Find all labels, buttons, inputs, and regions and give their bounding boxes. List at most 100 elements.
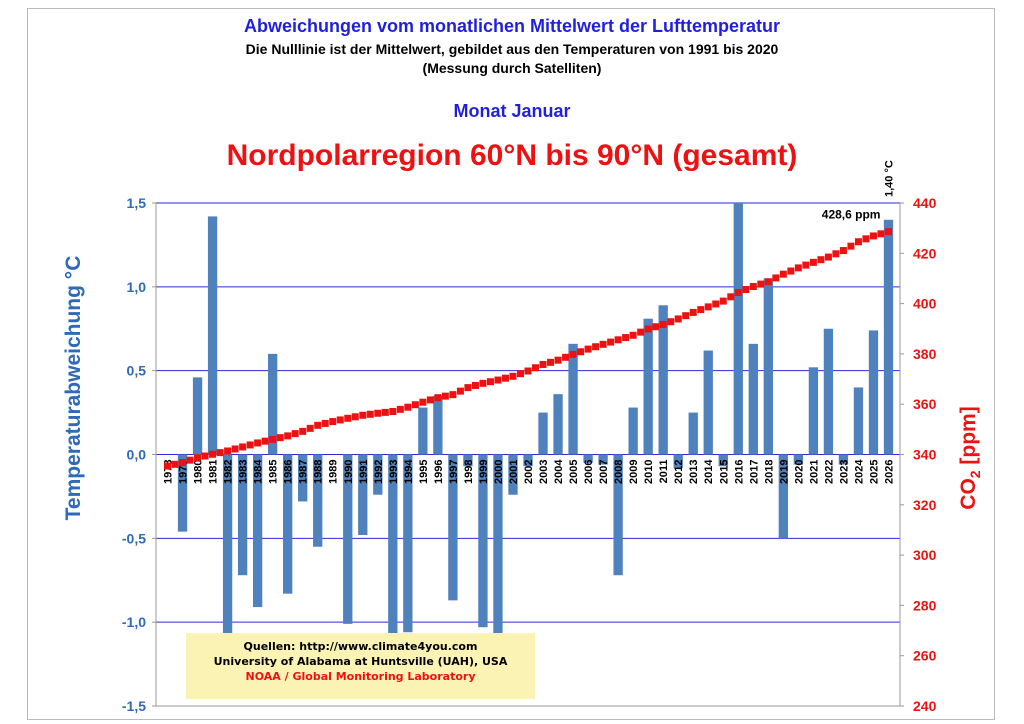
co2-point <box>486 378 494 386</box>
co2-point <box>411 401 419 409</box>
co2-point <box>772 274 780 282</box>
co2-point <box>599 340 607 348</box>
x-tick-label: 1982 <box>223 460 235 484</box>
x-tick-label: 2000 <box>493 460 505 484</box>
co2-point <box>614 336 622 344</box>
y-tick-label-left: -1,5 <box>122 698 146 714</box>
x-tick-label: 1995 <box>418 460 430 484</box>
co2-point <box>539 360 547 368</box>
temperature-bar <box>418 407 428 455</box>
chart-subtitle: Die Nulllinie ist der Mittelwert, gebild… <box>245 41 779 57</box>
temperature-bar <box>568 343 578 455</box>
co2-point <box>637 328 645 336</box>
x-tick-label: 2015 <box>718 460 730 484</box>
co2-point <box>449 391 457 399</box>
x-tick-label: 1984 <box>253 459 265 484</box>
co2-point <box>577 348 585 356</box>
co2-point <box>764 278 772 286</box>
co2-point <box>194 454 202 462</box>
temperature-bar <box>838 454 849 465</box>
co2-point <box>396 405 404 413</box>
y-tick-label-left: 0,0 <box>127 447 147 463</box>
temperature-bar <box>718 454 728 467</box>
co2-point <box>171 460 179 468</box>
temperature-bar <box>493 454 503 634</box>
temperature-bar <box>688 412 698 455</box>
temperature-bar <box>358 454 368 535</box>
x-tick-label: 1994 <box>403 459 415 484</box>
y-tick-label-right: 400 <box>913 296 937 312</box>
co2-point <box>239 443 247 451</box>
x-tick-label: 2008 <box>613 460 625 484</box>
temperature-bar <box>177 454 188 532</box>
x-tick-label: 2019 <box>778 460 790 484</box>
temperature-bar <box>778 454 789 539</box>
temperature-bar <box>853 387 864 455</box>
chart-month: Monat Januar <box>453 101 571 121</box>
y-tick-label-right: 260 <box>913 648 937 664</box>
co2-point <box>532 364 540 372</box>
co2-point <box>592 343 600 351</box>
co2-point <box>209 450 217 458</box>
co2-point <box>787 267 795 275</box>
y-tick-label-right: 340 <box>913 447 937 463</box>
temperature-bar <box>583 454 593 463</box>
co2-point <box>201 452 209 460</box>
co2-point <box>186 456 194 464</box>
co2-point <box>164 462 172 470</box>
chart-subtitle-measurement: (Messung durch Satelliten) <box>422 60 602 76</box>
temperature-bar <box>298 454 308 502</box>
temperature-bar <box>252 454 263 608</box>
y-tick-label-right: 380 <box>913 346 937 362</box>
x-tick-label: 2006 <box>583 460 595 484</box>
co2-point <box>494 376 502 384</box>
co2-point <box>644 325 652 333</box>
x-tick-label: 2017 <box>748 460 760 484</box>
x-tick-label: 2020 <box>793 460 805 484</box>
co2-point <box>794 264 802 272</box>
x-tick-label: 2011 <box>658 460 670 484</box>
temperature-bar <box>538 412 548 455</box>
temperature-bar <box>763 278 773 455</box>
x-tick-label: 1997 <box>448 460 460 484</box>
x-tick-label: 2010 <box>643 460 655 484</box>
co2-point <box>404 403 412 411</box>
co2-point <box>809 258 817 266</box>
co2-point <box>351 413 359 421</box>
x-tick-label: 2007 <box>598 460 610 484</box>
y-tick-label-right: 360 <box>913 396 937 412</box>
co2-point <box>547 358 555 366</box>
y-tick-label-right: 420 <box>913 245 937 261</box>
temperature-bar <box>628 407 638 455</box>
x-tick-label: 1988 <box>313 460 325 484</box>
co2-point <box>659 320 667 328</box>
co2-point <box>824 253 832 261</box>
co2-point <box>832 250 840 258</box>
x-tick-label: 1998 <box>463 460 475 484</box>
x-tick-label: 2013 <box>688 460 700 484</box>
co2-point <box>381 408 389 416</box>
temperature-bar <box>222 454 233 634</box>
y-tick-label-left: 1,5 <box>127 195 147 211</box>
x-tick-label: 1993 <box>388 460 400 484</box>
co2-point <box>479 379 487 387</box>
co2-point <box>607 338 615 346</box>
x-tick-label: 2005 <box>568 460 580 484</box>
x-tick-label: 2001 <box>508 460 520 484</box>
co2-point <box>501 374 509 382</box>
sources-box: Quellen: http://www.climate4you.com Univ… <box>186 633 535 699</box>
co2-point <box>434 394 442 402</box>
co2-point <box>224 447 232 455</box>
co2-point <box>336 416 344 424</box>
temperature-bar <box>478 454 488 628</box>
temperature-bar <box>403 454 413 633</box>
temperature-bar <box>192 377 203 455</box>
x-tick-label: 1992 <box>373 460 385 484</box>
co2-point <box>869 232 877 240</box>
co2-point <box>329 418 337 426</box>
y-tick-label-left: -1,0 <box>122 614 146 630</box>
x-tick-label: 1991 <box>358 460 370 484</box>
y-tick-label-right: 300 <box>913 547 937 563</box>
co2-point <box>359 411 367 419</box>
